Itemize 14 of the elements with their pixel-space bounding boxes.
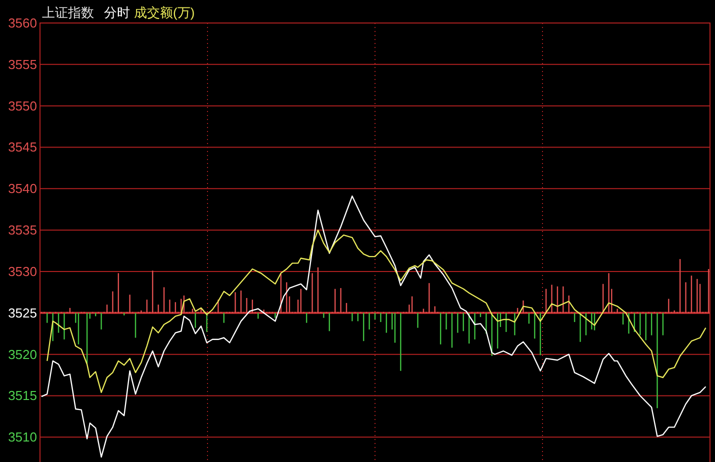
y-tick-label: 3540 [8, 181, 37, 196]
y-tick-label: 3555 [8, 56, 37, 72]
y-tick-label: 3525 [8, 305, 37, 320]
y-tick-label: 3560 [8, 16, 37, 30]
y-tick-label: 3510 [8, 430, 37, 445]
text: 成交额(万) [134, 5, 195, 20]
y-tick-label: 3545 [8, 140, 37, 155]
y-tick-label: 3530 [8, 264, 37, 279]
chart-title: 上证指数 [42, 5, 94, 20]
y-tick-label: 3515 [8, 388, 37, 404]
chart-subtitle: 分时 [104, 5, 130, 20]
y-tick-label: 3550 [8, 98, 37, 114]
y-tick-label: 3535 [8, 222, 37, 238]
y-tick-label: 3520 [8, 346, 37, 362]
